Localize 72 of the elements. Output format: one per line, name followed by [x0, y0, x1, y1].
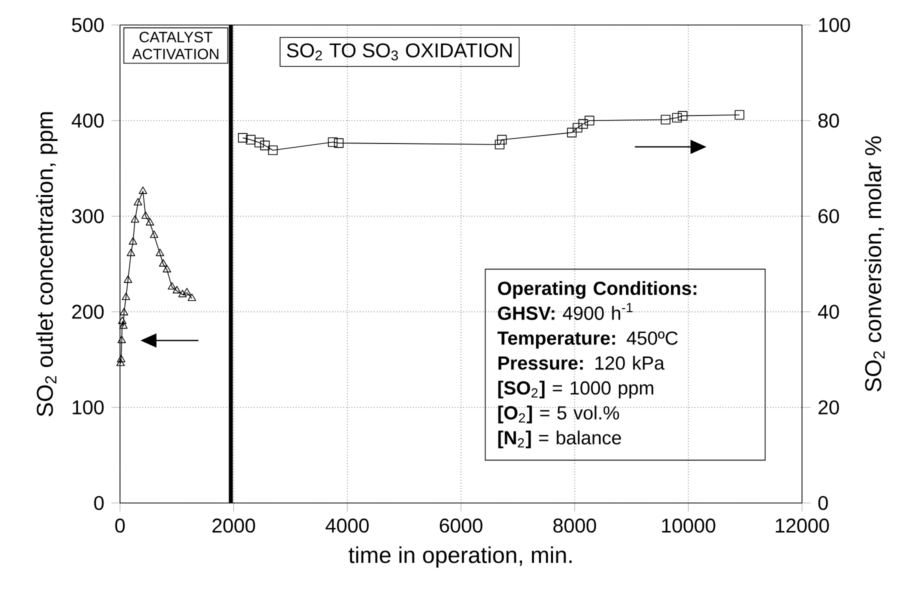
y-tick-label: 300: [72, 209, 104, 224]
point: [126, 248, 136, 256]
point: [572, 122, 582, 133]
annotation: [O$_{2}$] = 5 vol.%: [498, 406, 620, 424]
x-axis-title: time in operation, min.: [348, 546, 572, 568]
y2-tick-label: 40: [818, 304, 839, 319]
y-tick-label: 500: [72, 18, 104, 32]
point: [150, 230, 158, 238]
point: [678, 111, 688, 121]
point: [128, 237, 138, 245]
x-tick-label: 2000: [212, 518, 256, 533]
point: [118, 336, 126, 344]
point: [130, 215, 140, 223]
point: [172, 286, 182, 294]
y-tick-label: 200: [72, 304, 104, 319]
x-tick-label: 12000: [776, 518, 829, 533]
point: [497, 134, 507, 144]
y2-tick-label: 100: [819, 18, 850, 32]
point: [584, 116, 594, 126]
point: [660, 114, 670, 124]
y2-tick-label: 20: [818, 400, 839, 414]
x-tick-label: 8000: [553, 518, 596, 533]
point: [188, 294, 196, 302]
point: [254, 138, 264, 148]
point: [122, 292, 130, 300]
y2-axis-title: SO$_{2}$ conversion, molar %: [864, 136, 885, 392]
point: [260, 140, 270, 150]
annotation: Temperature: 450ºC: [497, 331, 678, 349]
annotation: SO$_{2}$ TO SO$_{3}$ OXIDATION: [286, 43, 512, 60]
point: [494, 140, 504, 150]
point: [178, 290, 187, 298]
point: [246, 134, 256, 144]
annotation: GHSV: 4900 h$^{-1}$: [498, 303, 633, 320]
point: [156, 248, 164, 256]
x-tick-label: 4000: [326, 518, 369, 533]
point: [134, 198, 142, 206]
y-axis-title: SO$_{2}$ outlet concentration, ppm: [36, 112, 58, 416]
point: [182, 288, 192, 296]
point: [328, 137, 338, 147]
point: [734, 110, 744, 120]
y2-tick-label: 60: [818, 209, 839, 224]
annotation: Operating Conditions:: [498, 281, 696, 299]
y-tick-label: 100: [72, 400, 104, 414]
y2-tick-label: 80: [818, 114, 839, 128]
point: [168, 282, 176, 290]
annotation: [SO$_{2}$] = 1000 ppm: [498, 380, 654, 398]
x-tick-label: 10000: [662, 518, 716, 533]
y-tick-label: 0: [94, 496, 104, 510]
y-tick-label: 400: [72, 114, 104, 128]
point: [578, 119, 588, 129]
point: [162, 264, 172, 272]
point: [141, 211, 150, 219]
point: [268, 145, 278, 156]
point: [567, 128, 577, 138]
point: [119, 321, 128, 329]
point: [159, 259, 168, 267]
x-tick-label: 0: [115, 518, 125, 533]
x-tick-label: 6000: [440, 518, 482, 533]
point: [116, 354, 126, 362]
annotation: Pressure: 120 kPa: [498, 356, 665, 370]
point: [146, 218, 154, 226]
annotation: [N$_{2}$] = balance: [498, 430, 621, 448]
point: [116, 358, 125, 366]
point: [120, 308, 128, 316]
point: [672, 112, 682, 123]
y2-tick-label: 0: [818, 496, 828, 510]
point: [118, 316, 126, 324]
annotation: CATALYST ACTIVATION: [132, 32, 218, 60]
point: [238, 133, 248, 143]
point: [138, 186, 148, 194]
point: [124, 275, 132, 283]
point: [334, 138, 344, 148]
